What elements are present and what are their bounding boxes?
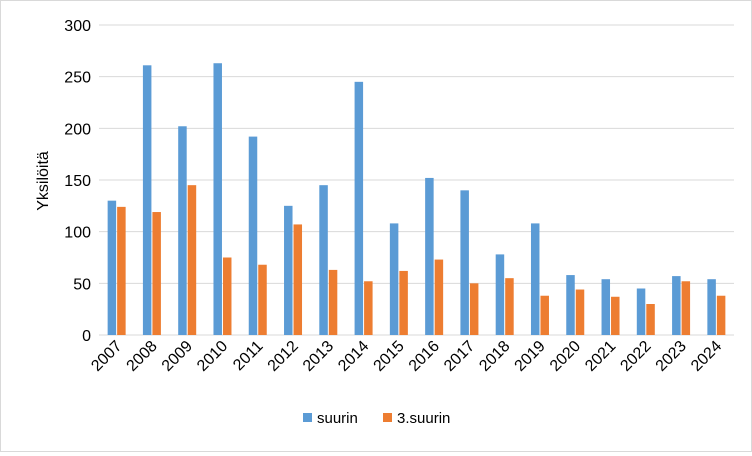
bar-suurin	[213, 63, 222, 335]
bar-3-suurin	[646, 304, 655, 335]
bar-suurin	[284, 205, 293, 335]
bar-3-suurin	[152, 212, 161, 335]
bar-3-suurin	[187, 185, 197, 335]
bar-3-suurin	[399, 270, 408, 335]
x-tick-label: 2019	[512, 338, 549, 375]
x-tick-label: 2008	[124, 338, 161, 375]
bar-suurin	[107, 200, 117, 335]
bar-3-suurin	[293, 224, 303, 335]
bar-suurin	[319, 185, 328, 335]
y-tick-label: 50	[73, 276, 91, 293]
x-tick-label: 2011	[230, 338, 266, 374]
gridlines	[99, 24, 734, 336]
y-tick-label: 200	[64, 121, 91, 138]
bar-3-suurin	[328, 269, 338, 335]
x-tick-label: 2022	[617, 338, 654, 375]
y-tick-labels: 0 50 100 150 200 250 300	[64, 18, 91, 345]
y-tick-label: 250	[64, 70, 91, 87]
y-tick-label: 300	[64, 18, 91, 35]
bar-suurin	[707, 279, 716, 335]
bar-suurin	[425, 177, 434, 335]
bar-suurin	[389, 223, 399, 335]
bar-suurin	[530, 223, 540, 335]
bar-3-suurin	[222, 257, 232, 335]
bar-suurin	[248, 136, 258, 335]
bar-3-suurin	[540, 295, 549, 335]
bar-3-suurin	[117, 206, 126, 335]
x-tick-label: 2007	[88, 338, 125, 375]
bar-suurin	[460, 190, 469, 335]
x-tick-label: 2024	[688, 338, 725, 375]
y-axis-title: Yksilöitä	[35, 151, 52, 211]
x-tick-label: 2010	[194, 338, 231, 375]
bar-3-suurin	[434, 259, 444, 335]
x-tick-label: 2018	[476, 338, 513, 375]
bar-suurin	[672, 276, 681, 335]
bar-3-suurin	[716, 295, 726, 335]
x-tick-label: 2014	[335, 338, 372, 375]
y-tick-label: 100	[64, 225, 91, 242]
bar-suurin	[601, 279, 611, 335]
bars	[107, 63, 726, 336]
bar-suurin	[142, 65, 152, 336]
bar-3-suurin	[611, 296, 620, 335]
x-tick-labels: 2007200820092010201120122013201420152016…	[88, 338, 725, 375]
x-tick-label: 2012	[265, 338, 302, 375]
legend: suurin 3.suurin	[303, 410, 450, 427]
x-tick-label: 2009	[159, 338, 196, 375]
bar-3-suurin	[681, 281, 691, 335]
y-tick-label: 150	[64, 173, 91, 190]
bar-suurin	[354, 81, 364, 335]
bar-suurin	[178, 126, 187, 336]
bar-3-suurin	[469, 283, 479, 335]
legend-swatch	[383, 413, 392, 422]
legend-label: 3.suurin	[397, 410, 450, 427]
x-tick-label: 2021	[582, 338, 619, 375]
x-tick-label: 2016	[406, 338, 443, 375]
bar-3-suurin	[258, 264, 267, 335]
bar-suurin	[495, 254, 505, 335]
x-tick-label: 2023	[653, 338, 690, 375]
x-tick-label: 2013	[300, 338, 337, 375]
bar-3-suurin	[575, 289, 585, 335]
bar-3-suurin	[505, 278, 514, 335]
legend-label: suurin	[317, 410, 358, 427]
x-tick-label: 2015	[371, 338, 408, 375]
x-tick-label: 2020	[547, 338, 584, 375]
y-tick-label: 0	[82, 328, 91, 345]
x-tick-label: 2017	[441, 338, 478, 375]
bar-suurin	[636, 288, 646, 335]
legend-swatch	[303, 413, 312, 422]
bar-3-suurin	[364, 281, 373, 335]
bar-suurin	[566, 275, 575, 335]
